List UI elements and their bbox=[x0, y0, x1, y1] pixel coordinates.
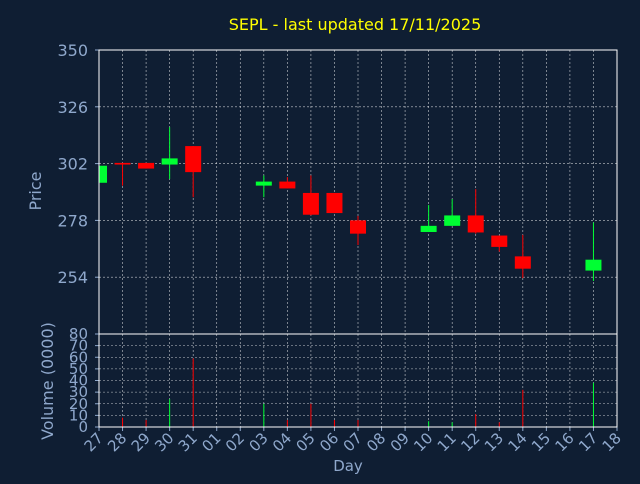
price-tick-label: 350 bbox=[57, 41, 88, 60]
volume-tick-label: 20 bbox=[69, 395, 88, 413]
x-tick-label: 13 bbox=[481, 429, 507, 455]
candle-body bbox=[444, 215, 461, 226]
x-tick-label: 04 bbox=[269, 429, 295, 455]
x-tick-label: 16 bbox=[552, 429, 578, 455]
x-tick-label: 05 bbox=[293, 429, 319, 455]
candle-body bbox=[326, 192, 343, 214]
volume-tick-label: 70 bbox=[69, 337, 88, 355]
volume-tick-label: 60 bbox=[69, 348, 88, 366]
volume-tick-label: 80 bbox=[69, 325, 88, 343]
volume-axis-label: Volume (0000) bbox=[38, 322, 57, 440]
x-tick-label: 29 bbox=[128, 429, 154, 455]
x-tick-label: 15 bbox=[528, 429, 554, 455]
x-tick-label: 02 bbox=[222, 429, 248, 455]
volume-tick-label: 40 bbox=[69, 372, 88, 390]
candle-body bbox=[138, 162, 155, 169]
candle-body bbox=[114, 162, 131, 165]
candles bbox=[98, 127, 602, 281]
volume-panel-frame bbox=[98, 333, 618, 428]
x-tick-label: 07 bbox=[340, 429, 366, 455]
x-tick-label: 30 bbox=[151, 429, 177, 455]
chart-title: SEPL - last updated 17/11/2025 bbox=[229, 15, 482, 34]
candle-body bbox=[514, 256, 531, 269]
candle-body bbox=[491, 235, 508, 247]
candle-body bbox=[99, 165, 107, 183]
candle-body bbox=[279, 181, 296, 189]
x-tick-label: 09 bbox=[387, 429, 413, 455]
x-tick-label: 06 bbox=[316, 429, 342, 455]
volume-tick-label: 10 bbox=[69, 406, 88, 424]
x-tick-label: 14 bbox=[504, 429, 530, 455]
price-axis-label: Price bbox=[26, 171, 45, 210]
price-tick-label: 278 bbox=[57, 211, 88, 230]
x-ticks: 2728293031010203040506070809101112131415… bbox=[81, 427, 625, 455]
candle-body bbox=[255, 181, 272, 186]
x-tick-label: 01 bbox=[198, 429, 224, 455]
volume-tick-label: 30 bbox=[69, 383, 88, 401]
x-tick-label: 28 bbox=[104, 429, 130, 455]
x-tick-label: 08 bbox=[363, 429, 389, 455]
x-tick-label: 31 bbox=[175, 429, 201, 455]
candle-body bbox=[161, 158, 178, 165]
candle-body bbox=[585, 259, 602, 271]
volume-bars bbox=[122, 358, 594, 427]
x-tick-label: 18 bbox=[599, 429, 625, 455]
candle-body bbox=[185, 146, 202, 173]
price-y-ticks: 350 326 302 278 254 bbox=[57, 41, 99, 287]
price-tick-label: 254 bbox=[57, 268, 88, 287]
candle-body bbox=[420, 225, 437, 232]
candle-body bbox=[350, 220, 366, 234]
price-tick-label: 326 bbox=[57, 98, 88, 117]
price-grid bbox=[98, 50, 618, 334]
candle-body bbox=[467, 215, 484, 233]
volume-tick-label: 0 bbox=[78, 418, 88, 436]
volume-grid bbox=[98, 334, 618, 427]
x-tick-label: 03 bbox=[245, 429, 271, 455]
x-tick-label: 11 bbox=[434, 429, 460, 455]
x-tick-label: 12 bbox=[457, 429, 483, 455]
volume-tick-label: 50 bbox=[69, 360, 88, 378]
x-tick-label: 10 bbox=[410, 429, 436, 455]
x-tick-label: 17 bbox=[575, 429, 601, 455]
x-axis-label: Day bbox=[333, 457, 363, 475]
candle-body bbox=[302, 192, 319, 215]
price-tick-label: 302 bbox=[57, 155, 88, 174]
